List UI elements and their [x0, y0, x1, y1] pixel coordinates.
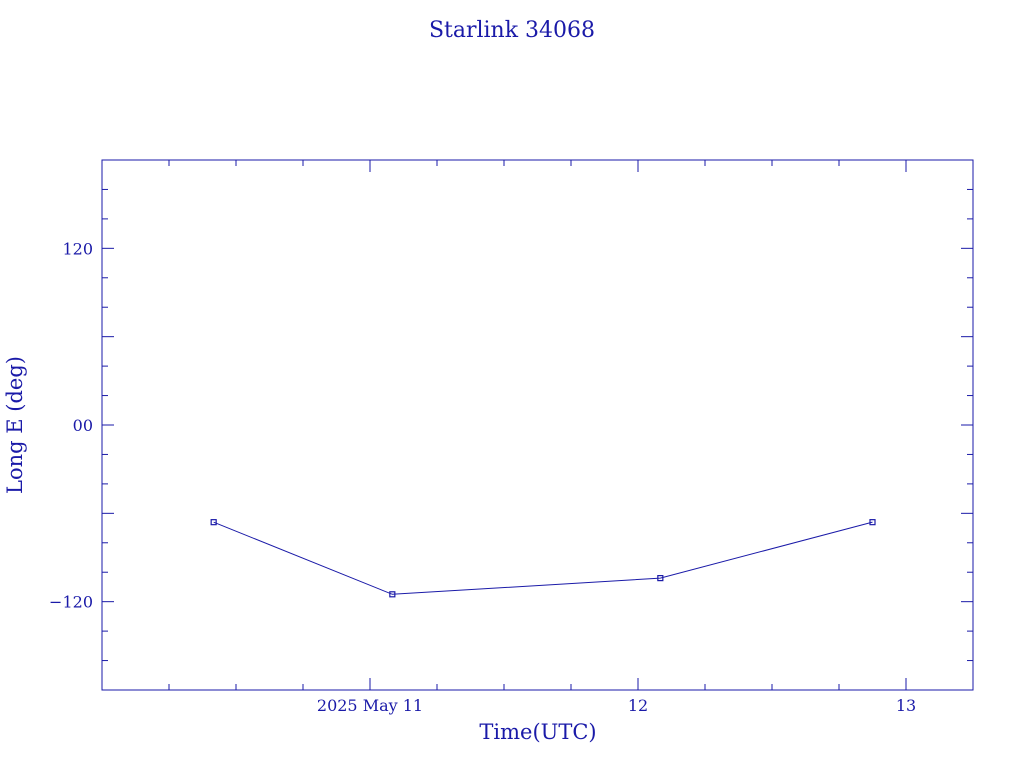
- x-tick-label: 13: [896, 696, 916, 715]
- tick-labels: 2025 May 11 12 13 120 00 −120: [49, 239, 916, 715]
- data-series: [210, 519, 876, 598]
- series-line: [213, 521, 873, 595]
- y-tick-label: 120: [62, 239, 93, 258]
- data-point: [657, 575, 664, 582]
- data-point: [869, 519, 876, 526]
- x-axis-label: Time(UTC): [479, 720, 596, 744]
- data-point: [210, 519, 217, 526]
- x-tick-label: 2025 May 11: [317, 696, 423, 715]
- x-tick-label: 12: [628, 696, 648, 715]
- plot-frame: [101, 159, 974, 691]
- y-axis-label: Long E (deg): [3, 356, 27, 494]
- y-tick-label: 00: [73, 416, 93, 435]
- data-point: [389, 591, 396, 598]
- chart-title: Starlink 34068: [429, 18, 595, 43]
- axis-ticks: [102, 160, 973, 690]
- y-tick-label: −120: [49, 593, 93, 612]
